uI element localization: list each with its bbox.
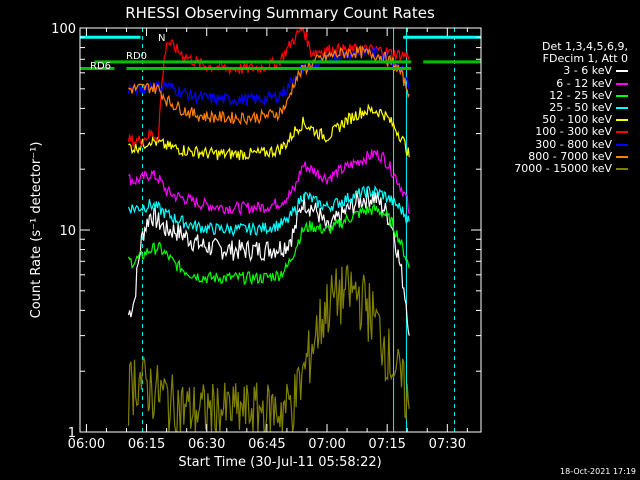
- legend-entry: 6 - 12 keV: [556, 77, 628, 90]
- plot-area: N RD0 RD6 06:00 06:15 06:30 06:45 07:00 07:15 07…: [51, 22, 482, 452]
- x-axis-label: Start Time (30-Jul-11 05:58:22): [178, 455, 381, 470]
- series-line-0: [127, 188, 410, 336]
- legend-swatch: [616, 94, 628, 97]
- legend-label: FDecim 1, Att 0: [542, 52, 628, 66]
- series-line-7: [128, 44, 410, 126]
- legend-label: 25 - 50 keV: [549, 101, 612, 114]
- legend-header: FDecim 1, Att 0: [543, 52, 628, 65]
- x-tick-label: 06:00: [68, 437, 105, 452]
- series-line-1: [128, 149, 410, 216]
- legend-swatch: [616, 119, 628, 122]
- y-tick-label: 1: [68, 426, 76, 441]
- series-line-4: [128, 103, 410, 161]
- legend-swatch: [616, 70, 628, 73]
- legend-label: 800 - 7000 keV: [528, 149, 612, 163]
- x-tick-label: 06:30: [188, 437, 225, 452]
- footer-timestamp: 18-Oct-2021 17:19: [560, 467, 636, 476]
- legend-entry: 300 - 800 keV: [535, 138, 628, 151]
- y-axis: 1 10 100: [51, 22, 481, 441]
- legend-entry: 800 - 7000 keV: [528, 150, 628, 163]
- legend-entry: 25 - 50 keV: [549, 101, 628, 114]
- legend-label: 6 - 12 keV: [556, 76, 612, 90]
- legend-swatch: [616, 107, 628, 109]
- legend-label: 100 - 300 keV: [535, 125, 612, 139]
- x-tick-label: 07:15: [368, 437, 405, 452]
- legend-entry: 3 - 6 keV: [563, 64, 628, 77]
- legend-label: 300 - 800 keV: [535, 137, 612, 151]
- series-line-3: [127, 185, 410, 238]
- legend-label: 3 - 6 keV: [563, 64, 612, 78]
- legend-header: Det 1,3,4,5,6,9,: [542, 40, 628, 53]
- x-axis: 06:00 06:15 06:30 06:45 07:00 07:15 07:30: [68, 28, 468, 452]
- state-markers: N RD0 RD6: [80, 33, 481, 72]
- y-tick-label: 100: [51, 22, 76, 37]
- y-tick-label: 10: [59, 224, 76, 239]
- legend-swatch: [616, 155, 628, 158]
- legend-swatch: [616, 131, 628, 134]
- legend-swatch: [616, 168, 628, 170]
- legend-entry: 7000 - 15000 keV: [514, 162, 628, 175]
- legend-label: 50 - 100 keV: [542, 113, 612, 127]
- legend-swatch: [616, 143, 628, 146]
- series-group: [127, 28, 410, 432]
- legend-entry: 50 - 100 keV: [542, 113, 628, 126]
- legend-entry: 100 - 300 keV: [535, 125, 628, 138]
- series-line-6: [127, 46, 410, 107]
- y-axis-label: Count Rate (s⁻¹ detector⁻¹): [29, 142, 44, 319]
- chart-title: RHESSI Observing Summary Count Rates: [125, 4, 435, 22]
- marker-label: RD0: [126, 51, 147, 62]
- legend-swatch: [616, 82, 628, 85]
- x-tick-label: 07:30: [429, 437, 466, 452]
- legend-label: 12 - 25 keV: [549, 88, 612, 102]
- legend-entry: 12 - 25 keV: [549, 89, 628, 102]
- series-line-2: [127, 203, 410, 286]
- x-tick-label: 07:00: [308, 437, 345, 452]
- legend-label: Det 1,3,4,5,6,9,: [541, 40, 628, 53]
- series-line-8: [127, 264, 410, 432]
- marker-label: N: [158, 33, 165, 44]
- legend-label: 7000 - 15000 keV: [514, 162, 612, 175]
- x-tick-label: 06:15: [128, 437, 165, 452]
- x-tick-label: 06:45: [248, 437, 285, 452]
- marker-label: RD6: [90, 61, 111, 72]
